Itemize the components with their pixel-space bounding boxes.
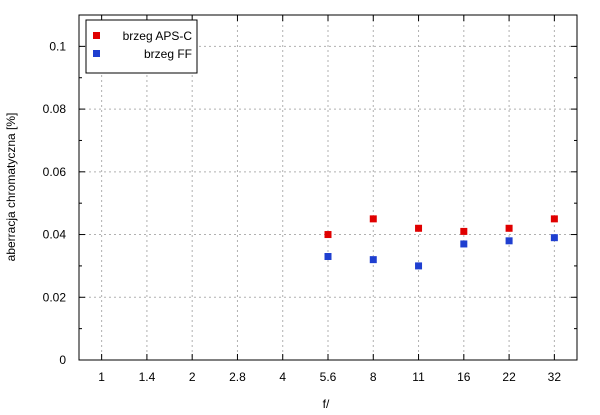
- data-point-series-1: [460, 240, 468, 248]
- y-tick-label: 0.08: [43, 102, 67, 116]
- x-tick-label: 8: [370, 370, 377, 384]
- x-tick-label: 1: [98, 370, 105, 384]
- x-tick-label: 2.8: [229, 370, 246, 384]
- data-point-series-1: [415, 262, 423, 270]
- legend: brzeg APS-C brzeg FF: [85, 19, 198, 74]
- data-point-series-1: [369, 256, 377, 264]
- axis-ticks: [79, 15, 577, 361]
- grid-lines: [79, 15, 577, 360]
- x-tick-label: 16: [457, 370, 471, 384]
- data-point-series-1: [505, 237, 513, 245]
- data-point-series-1: [550, 234, 558, 242]
- x-tick-label: 32: [548, 370, 562, 384]
- data-point-series-0: [369, 215, 377, 223]
- x-tick-label: 4: [279, 370, 286, 384]
- data-point-series-1: [324, 253, 332, 260]
- legend-box: [85, 19, 198, 74]
- data-point-series-0: [505, 224, 513, 232]
- y-tick-labels: 0 0.02 0.04 0.06 0.08 0.1: [43, 39, 67, 367]
- data-point-series-0: [324, 231, 332, 239]
- legend-swatch-ff: [93, 50, 100, 57]
- legend-label-ff: brzeg FF: [144, 47, 192, 61]
- x-tick-labels: 1 1.4 2 2.8 4 5.6 8 11 16 22 32: [98, 370, 561, 384]
- x-tick-label: 2: [189, 370, 196, 384]
- legend-swatch-aps-c: [93, 32, 100, 39]
- y-tick-label: 0: [59, 353, 66, 367]
- y-tick-label: 0.04: [43, 228, 67, 242]
- y-tick-label: 0.02: [43, 290, 67, 304]
- x-tick-label: 5.6: [320, 370, 337, 384]
- x-axis-title: f/: [323, 397, 330, 411]
- x-tick-label: 1.4: [139, 370, 156, 384]
- data-point-series-0: [550, 215, 558, 223]
- data-point-series-0: [460, 227, 468, 235]
- y-axis-title: aberracja chromatyczna [%]: [4, 113, 18, 262]
- x-tick-label: 22: [502, 370, 516, 384]
- y-tick-label: 0.1: [49, 39, 66, 53]
- legend-label-aps-c: brzeg APS-C: [123, 29, 193, 43]
- data-point-series-0: [415, 224, 423, 232]
- data-points: [324, 215, 558, 270]
- y-tick-label: 0.06: [43, 165, 67, 179]
- x-tick-label: 11: [412, 370, 425, 384]
